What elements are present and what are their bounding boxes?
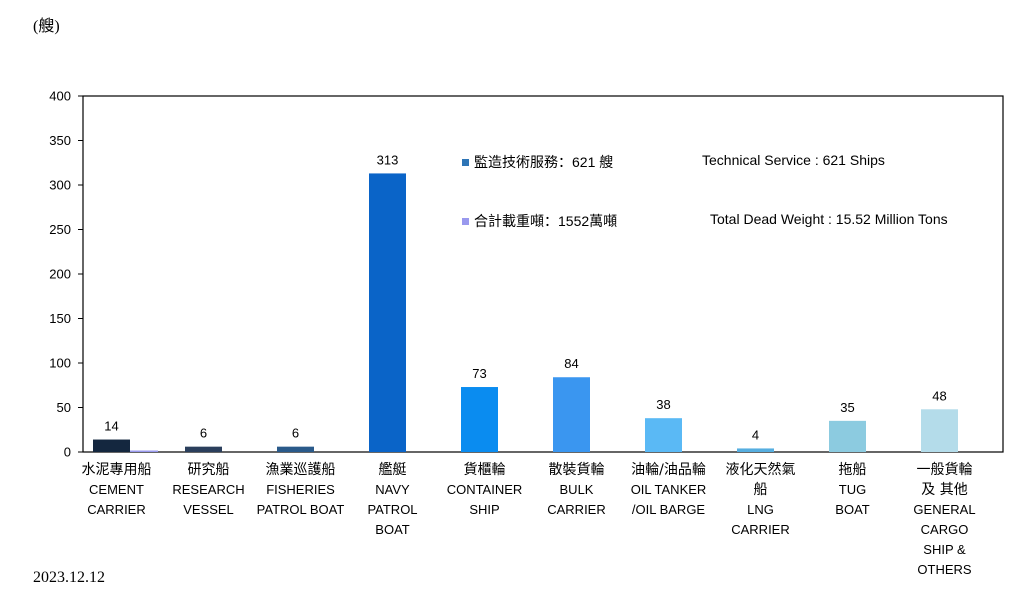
category-label-zh: 及 其他 — [921, 482, 968, 498]
y-tick-label: 200 — [49, 267, 71, 282]
bar-value-label: 48 — [932, 388, 946, 403]
legend-weight-zh: 合計載重噸：1552萬噸 — [474, 213, 618, 229]
category-label-en: CONTAINER — [446, 482, 523, 497]
category-label-en: OTHERS — [917, 562, 972, 577]
plot-frame — [82, 95, 1004, 453]
category-label: 液化天然氣船 LNG CARRIER — [713, 460, 809, 540]
bar — [461, 387, 498, 452]
category-label-en: VESSEL — [183, 502, 234, 517]
category-label-en: RESEARCH — [172, 482, 245, 497]
legend-weight-swatch — [462, 217, 469, 225]
y-axis-unit-label: (艘) — [33, 18, 60, 35]
category-label: 拖船 TUG BOAT — [805, 460, 901, 520]
bar-value-label: 6 — [292, 426, 299, 441]
category-label-en: CARRIER — [87, 502, 146, 517]
legend-service-swatch — [462, 158, 469, 166]
category-label-en: BOAT — [375, 522, 410, 537]
category-label-en: CARRIER — [547, 502, 606, 517]
bar-value-label: 35 — [840, 400, 854, 415]
category-label: 研究船 RESEARCH VESSEL — [161, 460, 257, 520]
bar — [93, 439, 130, 452]
category-label-en: PATROL BOAT — [256, 502, 345, 517]
category-label-en: BULK — [559, 482, 594, 497]
category-label-en: OIL TANKER — [630, 482, 707, 497]
legend-service-en: Technical Service : 621 Ships — [702, 152, 885, 168]
y-tick-label: 50 — [57, 400, 71, 415]
bar — [185, 446, 222, 452]
category-label: 貨櫃輪 CONTAINER SHIP — [437, 460, 533, 520]
y-tick-label: 150 — [49, 311, 71, 326]
category-label: 水泥專用船 CEMENT CARRIER — [69, 460, 165, 520]
category-label-en: NAVY — [375, 482, 410, 497]
y-tick-label: 100 — [49, 356, 71, 371]
category-label-zh: 拖船 — [838, 462, 867, 478]
legend-service-zh: 監造技術服務：621 艘 — [474, 154, 614, 170]
bar-secondary-stub — [130, 450, 158, 452]
bar — [737, 448, 774, 452]
category-label-zh: 漁業巡護船 — [265, 462, 336, 478]
bar-value-label: 38 — [656, 397, 670, 412]
bar — [921, 409, 958, 452]
category-label-en: CARGO — [920, 522, 969, 537]
category-label: 一般貨輪及 其他 GENERAL CARGO SHIP & OTHERS — [897, 460, 993, 580]
category-label-en: SHIP — [469, 502, 500, 517]
legend-weight-en-row: Total Dead Weight : 15.52 Million Tons — [710, 211, 948, 227]
category-label: 散裝貨輪 BULK CARRIER — [529, 460, 625, 520]
category-label-zh: 船 — [753, 482, 768, 498]
category-label-zh: 貨櫃輪 — [463, 462, 506, 478]
category-label-en: CEMENT — [89, 482, 144, 497]
bar-value-label: 4 — [752, 427, 759, 442]
category-label-zh: 艦艇 — [378, 462, 407, 478]
y-tick-label: 0 — [64, 445, 71, 460]
bar-value-label: 73 — [472, 366, 486, 381]
y-tick-label: 350 — [49, 133, 71, 148]
bar-value-label: 313 — [377, 152, 399, 167]
bar-value-label: 6 — [200, 426, 207, 441]
bar-value-label: 84 — [564, 356, 578, 371]
legend-weight-en: Total Dead Weight : 15.52 Million Tons — [710, 211, 948, 227]
bar — [553, 377, 590, 452]
category-label-en: SHIP & — [923, 542, 966, 557]
category-label-zh: 研究船 — [187, 462, 230, 478]
legend-weight: 合計載重噸：1552萬噸 — [462, 211, 617, 231]
category-label-zh: 水泥專用船 — [81, 462, 152, 478]
report-date: 2023.12.12 — [33, 569, 105, 586]
category-label-zh: 液化天然氣 — [725, 462, 796, 478]
y-tick-label: 300 — [49, 178, 71, 193]
category-label-zh: 一般貨輪 — [916, 462, 973, 478]
category-label: 漁業巡護船 FISHERIES PATROL BOAT — [253, 460, 349, 520]
category-label-en: CARRIER — [731, 522, 790, 537]
category-label-en: BOAT — [835, 502, 870, 517]
category-label-en: FISHERIES — [266, 482, 335, 497]
bar — [645, 418, 682, 452]
category-label-en: LNG — [747, 502, 774, 517]
legend-service: 監造技術服務：621 艘 — [462, 152, 613, 172]
bar — [277, 446, 314, 452]
category-label-en: PATROL — [367, 502, 418, 517]
category-label-zh: 油輪/油品輪 — [631, 462, 706, 478]
bar — [369, 173, 406, 452]
legend-service-en-row: Technical Service : 621 Ships — [702, 152, 885, 168]
category-label: 油輪/油品輪 OIL TANKER/OIL BARGE — [621, 460, 717, 520]
category-label-zh: 散裝貨輪 — [548, 462, 605, 478]
y-tick-label: 400 — [49, 89, 71, 104]
category-label-en: GENERAL — [913, 502, 976, 517]
bar — [829, 420, 866, 452]
y-tick-label: 250 — [49, 222, 71, 237]
category-label: 艦艇 NAVY PATROL BOAT — [345, 460, 441, 540]
bar-value-label: 14 — [104, 419, 118, 434]
category-label-en: /OIL BARGE — [631, 502, 706, 517]
category-label-en: TUG — [838, 482, 867, 497]
